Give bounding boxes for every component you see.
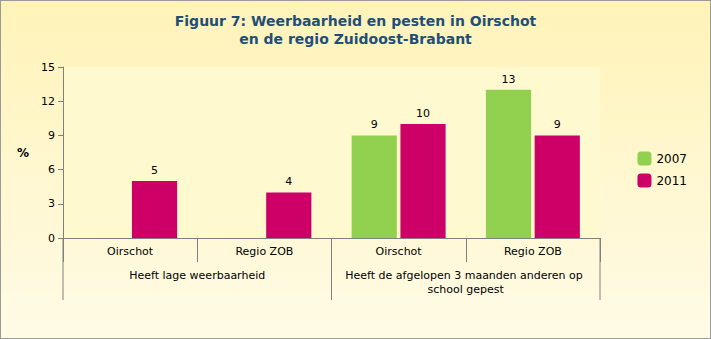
- svg-text:9: 9: [554, 118, 561, 131]
- svg-text:9: 9: [371, 118, 378, 131]
- svg-text:2007: 2007: [656, 152, 687, 166]
- svg-text:%: %: [17, 146, 29, 160]
- svg-text:Figuur 7: Weerbaarheid en pest: Figuur 7: Weerbaarheid en pesten in Oirs…: [175, 13, 537, 29]
- svg-text:Regio ZOB: Regio ZOB: [504, 245, 562, 258]
- svg-text:4: 4: [285, 175, 292, 188]
- svg-text:0: 0: [48, 232, 55, 245]
- svg-text:6: 6: [48, 163, 55, 176]
- svg-text:2011: 2011: [656, 174, 687, 188]
- svg-text:15: 15: [41, 61, 55, 74]
- svg-text:9: 9: [48, 129, 55, 142]
- svg-text:school gepest: school gepest: [428, 283, 505, 296]
- svg-text:Heeft de afgelopen 3 maanden a: Heeft de afgelopen 3 maanden anderen op: [345, 269, 586, 282]
- svg-text:Oirschot: Oirschot: [376, 245, 423, 258]
- svg-text:13: 13: [501, 73, 515, 86]
- svg-text:Oirschot: Oirschot: [107, 245, 154, 258]
- svg-text:12: 12: [41, 95, 55, 108]
- svg-text:10: 10: [416, 107, 430, 120]
- svg-text:3: 3: [48, 197, 55, 210]
- svg-text:en de regio Zuidoost-Brabant: en de regio Zuidoost-Brabant: [239, 31, 472, 47]
- svg-text:Heeft lage weerbaarheid: Heeft lage weerbaarheid: [129, 269, 265, 282]
- svg-text:Regio ZOB: Regio ZOB: [235, 245, 293, 258]
- svg-text:5: 5: [151, 164, 158, 177]
